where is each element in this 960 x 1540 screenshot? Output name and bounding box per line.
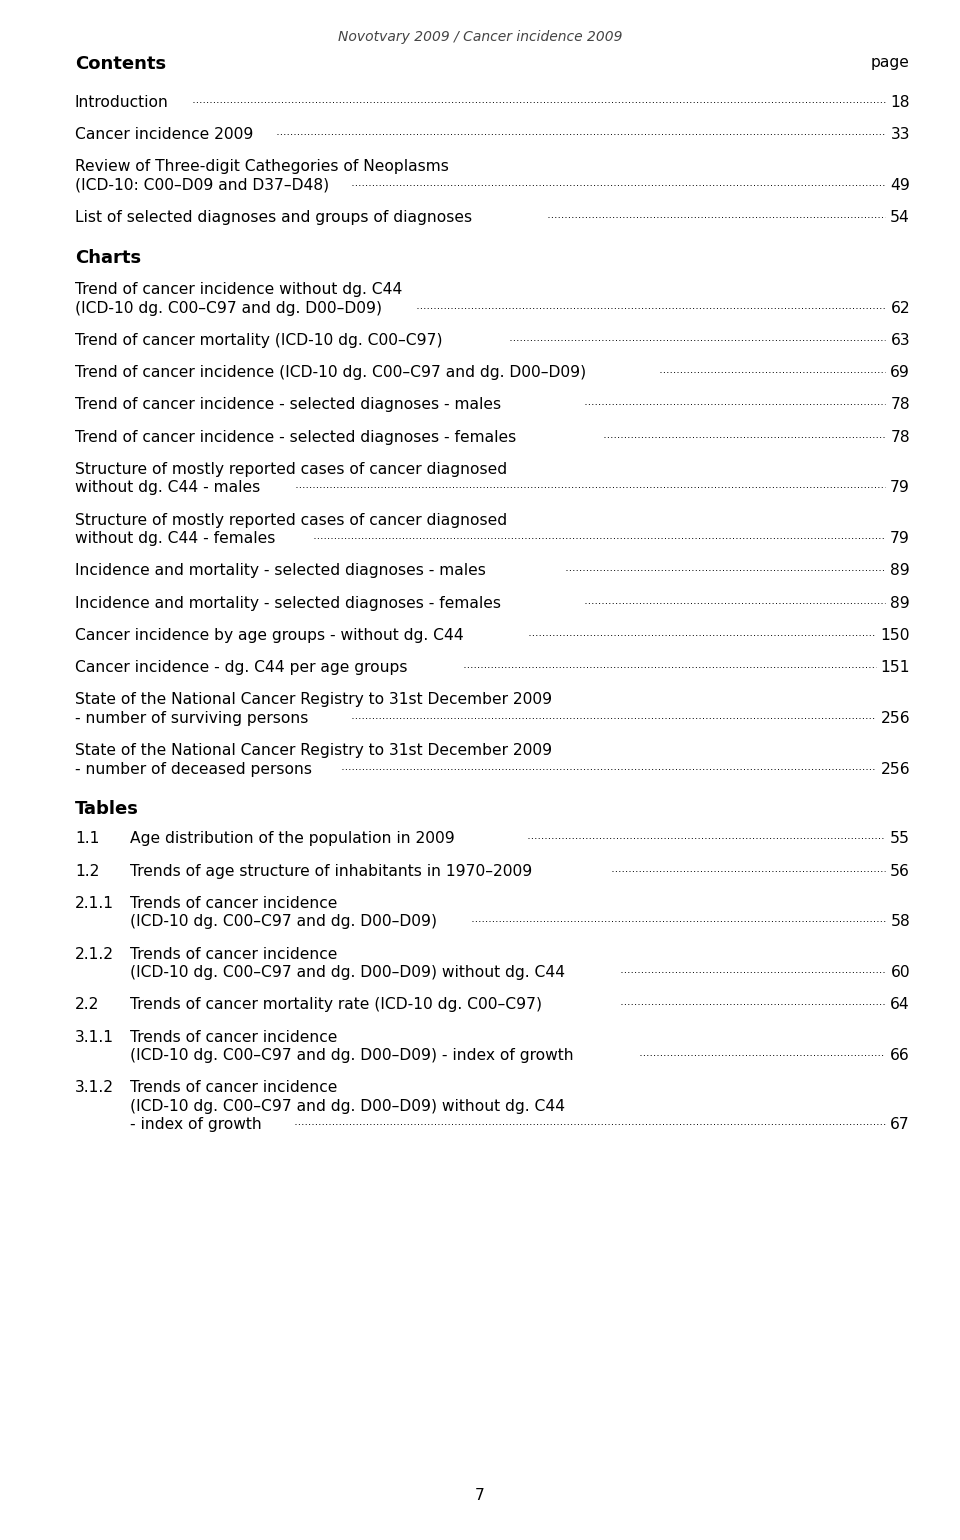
- Text: Trends of cancer incidence: Trends of cancer incidence: [130, 1081, 337, 1095]
- Text: 60: 60: [890, 966, 910, 979]
- Text: 3.1.2: 3.1.2: [75, 1081, 114, 1095]
- Text: (ICD-10 dg. C00–C97 and dg. D00–D09) without dg. C44: (ICD-10 dg. C00–C97 and dg. D00–D09) wit…: [130, 1100, 565, 1113]
- Text: Review of Three-digit Cathegories of Neoplasms: Review of Three-digit Cathegories of Neo…: [75, 159, 449, 174]
- Text: Contents: Contents: [75, 55, 166, 72]
- Text: Trend of cancer mortality (ICD-10 dg. C00–C97): Trend of cancer mortality (ICD-10 dg. C0…: [75, 333, 443, 348]
- Text: Incidence and mortality - selected diagnoses - males: Incidence and mortality - selected diagn…: [75, 564, 486, 579]
- Text: (ICD-10 dg. C00–C97 and dg. D00–D09) without dg. C44: (ICD-10 dg. C00–C97 and dg. D00–D09) wit…: [130, 966, 565, 979]
- Text: Trend of cancer incidence without dg. C44: Trend of cancer incidence without dg. C4…: [75, 282, 402, 297]
- Text: Structure of mostly reported cases of cancer diagnosed: Structure of mostly reported cases of ca…: [75, 462, 507, 477]
- Text: Trend of cancer incidence - selected diagnoses - females: Trend of cancer incidence - selected dia…: [75, 430, 516, 445]
- Text: Age distribution of the population in 2009: Age distribution of the population in 20…: [130, 832, 455, 847]
- Text: 1.1: 1.1: [75, 832, 100, 847]
- Text: without dg. C44 - females: without dg. C44 - females: [75, 531, 276, 547]
- Text: 64: 64: [890, 998, 910, 1012]
- Text: 66: 66: [890, 1049, 910, 1063]
- Text: Trends of age structure of inhabitants in 1970–2009: Trends of age structure of inhabitants i…: [130, 864, 532, 879]
- Text: 2.1.2: 2.1.2: [75, 947, 114, 961]
- Text: (ICD-10 dg. C00–C97 and dg. D00–D09): (ICD-10 dg. C00–C97 and dg. D00–D09): [75, 300, 382, 316]
- Text: 78: 78: [890, 397, 910, 413]
- Text: page: page: [871, 55, 910, 69]
- Text: 2.1.1: 2.1.1: [75, 896, 114, 912]
- Text: 67: 67: [890, 1118, 910, 1132]
- Text: Cancer incidence - dg. C44 per age groups: Cancer incidence - dg. C44 per age group…: [75, 661, 407, 675]
- Text: - number of deceased persons: - number of deceased persons: [75, 762, 312, 776]
- Text: Novotvary 2009 / Cancer incidence 2009: Novotvary 2009 / Cancer incidence 2009: [338, 29, 622, 45]
- Text: 49: 49: [890, 177, 910, 192]
- Text: without dg. C44 - males: without dg. C44 - males: [75, 480, 260, 496]
- Text: State of the National Cancer Registry to 31st December 2009: State of the National Cancer Registry to…: [75, 693, 552, 707]
- Text: 1.2: 1.2: [75, 864, 100, 879]
- Text: 18: 18: [891, 95, 910, 109]
- Text: Cancer incidence 2009: Cancer incidence 2009: [75, 126, 253, 142]
- Text: 55: 55: [890, 832, 910, 847]
- Text: Charts: Charts: [75, 249, 141, 266]
- Text: Cancer incidence by age groups - without dg. C44: Cancer incidence by age groups - without…: [75, 628, 464, 642]
- Text: State of the National Cancer Registry to 31st December 2009: State of the National Cancer Registry to…: [75, 744, 552, 758]
- Text: Trends of cancer incidence: Trends of cancer incidence: [130, 1030, 337, 1044]
- Text: 256: 256: [880, 711, 910, 725]
- Text: 256: 256: [880, 762, 910, 776]
- Text: Trends of cancer incidence: Trends of cancer incidence: [130, 947, 337, 961]
- Text: Trend of cancer incidence (ICD-10 dg. C00–C97 and dg. D00–D09): Trend of cancer incidence (ICD-10 dg. C0…: [75, 365, 587, 380]
- Text: Trend of cancer incidence - selected diagnoses - males: Trend of cancer incidence - selected dia…: [75, 397, 501, 413]
- Text: Incidence and mortality - selected diagnoses - females: Incidence and mortality - selected diagn…: [75, 596, 501, 610]
- Text: (ICD-10 dg. C00–C97 and dg. D00–D09): (ICD-10 dg. C00–C97 and dg. D00–D09): [130, 915, 437, 930]
- Text: 89: 89: [890, 596, 910, 610]
- Text: Trends of cancer incidence: Trends of cancer incidence: [130, 896, 337, 912]
- Text: 58: 58: [890, 915, 910, 930]
- Text: 89: 89: [890, 564, 910, 579]
- Text: Trends of cancer mortality rate (ICD-10 dg. C00–C97): Trends of cancer mortality rate (ICD-10 …: [130, 998, 542, 1012]
- Text: 3.1.1: 3.1.1: [75, 1030, 114, 1044]
- Text: List of selected diagnoses and groups of diagnoses: List of selected diagnoses and groups of…: [75, 209, 472, 225]
- Text: 150: 150: [880, 628, 910, 642]
- Text: (ICD-10 dg. C00–C97 and dg. D00–D09) - index of growth: (ICD-10 dg. C00–C97 and dg. D00–D09) - i…: [130, 1049, 574, 1063]
- Text: 79: 79: [890, 531, 910, 547]
- Text: 54: 54: [890, 209, 910, 225]
- Text: 78: 78: [890, 430, 910, 445]
- Text: 33: 33: [891, 126, 910, 142]
- Text: - number of surviving persons: - number of surviving persons: [75, 711, 308, 725]
- Text: 62: 62: [890, 300, 910, 316]
- Text: 63: 63: [890, 333, 910, 348]
- Text: 7: 7: [475, 1488, 485, 1503]
- Text: 56: 56: [890, 864, 910, 879]
- Text: Structure of mostly reported cases of cancer diagnosed: Structure of mostly reported cases of ca…: [75, 513, 507, 528]
- Text: - index of growth: - index of growth: [130, 1118, 262, 1132]
- Text: 79: 79: [890, 480, 910, 496]
- Text: 151: 151: [880, 661, 910, 675]
- Text: 2.2: 2.2: [75, 998, 100, 1012]
- Text: (ICD-10: C00–D09 and D37–D48): (ICD-10: C00–D09 and D37–D48): [75, 177, 329, 192]
- Text: Introduction: Introduction: [75, 95, 169, 109]
- Text: Tables: Tables: [75, 801, 139, 818]
- Text: 69: 69: [890, 365, 910, 380]
